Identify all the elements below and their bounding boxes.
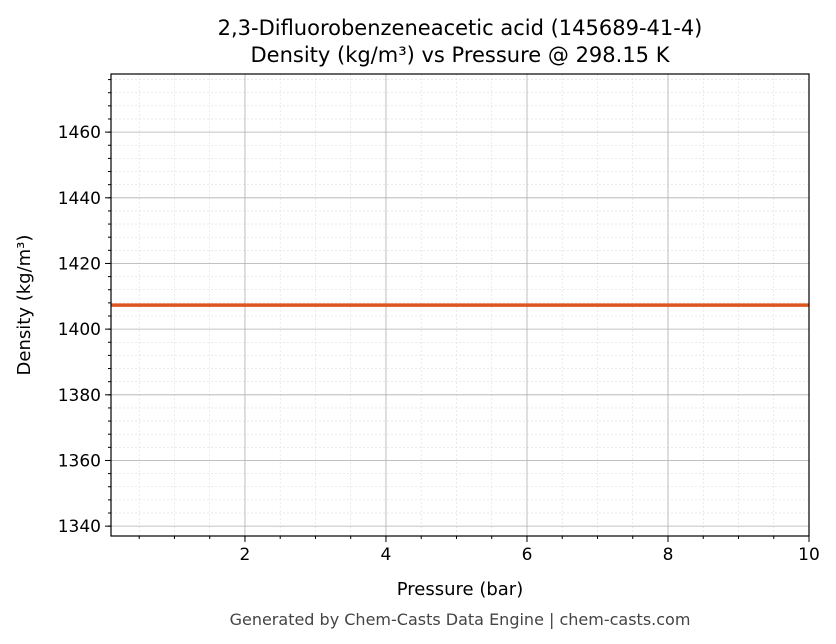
y-tick-label: 1440 (58, 189, 101, 209)
plot-frame (110, 73, 810, 537)
y-axis-label: Density (kg/m³) (14, 235, 35, 376)
footer-credit: Generated by Chem-Casts Data Engine | ch… (230, 610, 691, 629)
x-tick-label: 6 (522, 545, 533, 565)
chart-title: 2,3-Difluorobenzeneacetic acid (145689-4… (218, 16, 703, 40)
y-tick-label: 1340 (58, 517, 101, 537)
x-axis-label: Pressure (bar) (397, 579, 523, 600)
x-tick-label: 4 (381, 545, 392, 565)
y-tick-label: 1400 (58, 320, 101, 340)
y-tick-label: 1360 (58, 451, 101, 471)
x-tick-label: 10 (798, 545, 820, 565)
x-tick-label: 8 (663, 545, 674, 565)
chart-subtitle: Density (kg/m³) vs Pressure @ 298.15 K (250, 43, 670, 67)
y-tick-label: 1380 (58, 386, 101, 406)
y-tick-label: 1460 (58, 123, 101, 143)
x-tick-label: 2 (240, 545, 251, 565)
y-tick-label: 1420 (58, 254, 101, 274)
